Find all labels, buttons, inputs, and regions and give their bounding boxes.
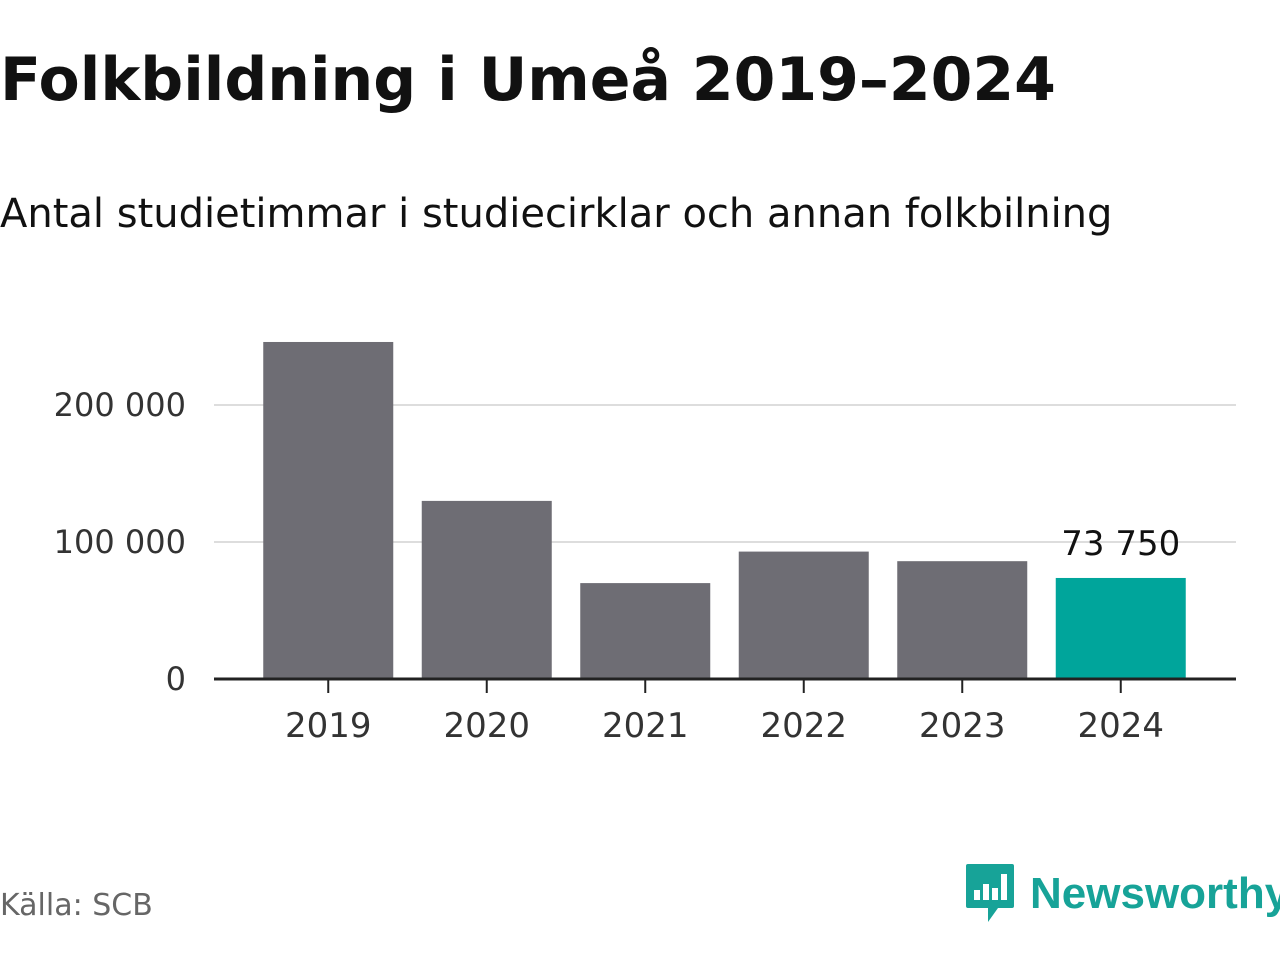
y-tick-label: 100 000 [54,523,186,561]
x-tick-label: 2019 [285,706,372,746]
bar-2020 [421,500,552,679]
x-tick-label: 2024 [1077,706,1164,746]
x-tick-label: 2022 [760,706,847,746]
bar-chart: 0 100 000 200 000 2019 2020 2021 2022 2023 2024 7… [54,341,1236,746]
chart-subtitle: Antal studietimmar i studiecirklar och a… [0,191,1113,237]
y-tick-label: 0 [166,660,186,698]
bar-2024 [1055,577,1186,679]
brand-name: Newsworthy [1030,869,1280,918]
x-tick-label: 2020 [443,706,530,746]
axes [214,677,1236,693]
x-tick-label: 2021 [602,706,689,746]
y-tick-label: 200 000 [54,386,186,424]
data-label: 73 750 [1061,524,1180,564]
newsworthy-chart-bubble-icon [966,864,1014,922]
bar-2022 [738,551,869,679]
bar-2021 [580,583,711,679]
labels: 0 100 000 200 000 2019 2020 2021 2022 2023 2024 7… [54,386,1181,746]
bars [263,341,1186,679]
bar-2023 [897,561,1028,679]
brand-logo-group: Newsworthy [964,862,1280,926]
bar-2019 [263,341,394,679]
chart-title: Folkbildning i Umeå 2019–2024 [0,45,1056,115]
x-tick-label: 2023 [919,706,1006,746]
source-note: Källa: SCB [0,888,153,923]
